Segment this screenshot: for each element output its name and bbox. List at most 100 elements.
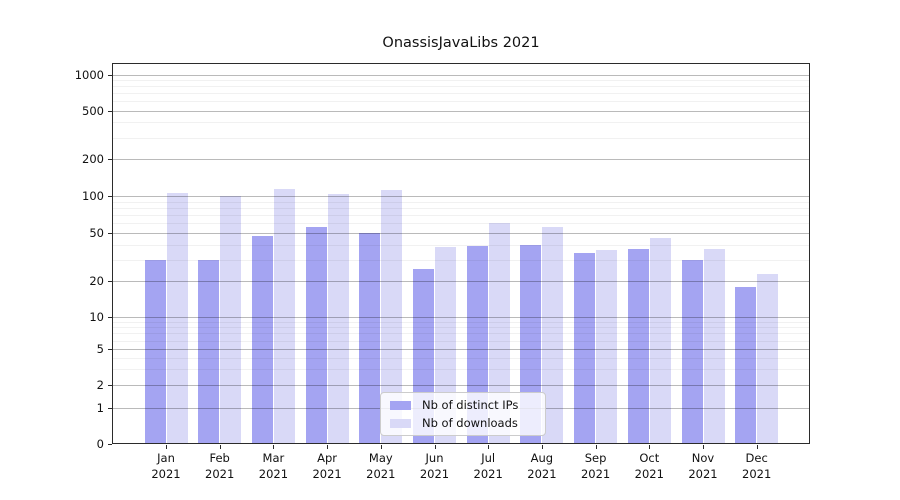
bar-may-downloads [381, 190, 403, 444]
bar-oct-distinct-ips [627, 248, 649, 444]
bar-nov-downloads [703, 248, 725, 444]
x-tick-mark [380, 445, 382, 449]
x-tick-mark [595, 445, 597, 449]
y-tick-label-1000: 1000 [74, 68, 104, 82]
y-tick-mark [108, 75, 112, 76]
x-tick-year: 2021 [312, 466, 342, 481]
major-gridline [112, 110, 810, 112]
y-tick-label-500: 500 [82, 103, 104, 118]
x-tick-label-feb: Feb 2021 [192, 451, 248, 482]
x-tick-mark [488, 445, 490, 449]
y-tick-label-20: 20 [89, 274, 104, 289]
x-tick-month: Jun [425, 451, 444, 465]
x-tick-year: 2021 [527, 466, 557, 481]
legend-swatch-distinct-ips [390, 400, 411, 410]
minor-gridline [112, 201, 810, 203]
bar-nov-distinct-ips [681, 259, 703, 444]
x-tick-mark [756, 445, 758, 449]
bar-apr-downloads [327, 194, 349, 444]
x-tick-year: 2021 [151, 466, 181, 481]
minor-gridline [112, 93, 810, 95]
y-tick-mark [108, 110, 112, 112]
legend-label-distinct-ips: Nb of distinct IPs [422, 398, 519, 412]
bar-aug-downloads [542, 226, 564, 444]
minor-gridline [112, 207, 810, 209]
legend-swatch-downloads [390, 418, 411, 428]
x-tick-label-sep: Sep 2021 [568, 451, 624, 482]
x-tick-month: Dec [745, 451, 768, 465]
x-tick-year: 2021 [580, 466, 611, 481]
x-tick-year: 2021 [258, 466, 289, 481]
bar-oct-downloads [649, 238, 671, 444]
y-tick-label-10: 10 [89, 310, 104, 324]
x-tick-mark [327, 445, 329, 449]
major-gridline [112, 196, 810, 197]
major-gridline [112, 75, 810, 76]
x-tick-year: 2021 [419, 466, 450, 481]
minor-gridline [112, 137, 810, 139]
x-tick-month: Oct [639, 451, 660, 465]
bar-feb-downloads [220, 196, 242, 444]
y-tick-label-2: 2 [96, 378, 104, 392]
x-tick-mark [273, 445, 275, 449]
x-tick-mark [166, 445, 167, 449]
y-tick-mark [108, 196, 112, 197]
x-tick-mark [649, 445, 651, 449]
bar-jan-distinct-ips [144, 259, 166, 444]
x-tick-month: Aug [530, 451, 554, 465]
chart-title: OnassisJavaLibs 2021 [382, 35, 540, 51]
major-gridline [112, 232, 810, 234]
bar-sep-distinct-ips [574, 253, 596, 444]
legend-label-downloads: Nb of downloads [422, 416, 518, 430]
x-tick-year: 2021 [205, 466, 235, 481]
x-tick-label-may: May 2021 [353, 451, 409, 482]
x-tick-mark [219, 445, 221, 449]
bar-sep-downloads [596, 250, 618, 444]
major-gridline [112, 159, 810, 160]
x-tick-month: Sep [584, 451, 607, 465]
x-tick-month: Nov [691, 451, 715, 465]
bar-apr-distinct-ips [305, 226, 327, 444]
bar-mar-downloads [273, 189, 295, 444]
x-tick-month: Mar [262, 451, 285, 465]
legend: Nb of distinct IPs Nb of downloads [380, 392, 546, 436]
y-tick-mark [108, 407, 112, 409]
x-tick-label-jul: Jul 2021 [460, 451, 516, 482]
y-tick-mark [108, 444, 112, 445]
minor-gridline [112, 244, 810, 246]
bar-mar-distinct-ips [251, 235, 273, 444]
x-tick-label-nov: Nov 2021 [675, 451, 731, 482]
legend-row-downloads: Nb of downloads [390, 416, 536, 430]
minor-gridline [112, 214, 810, 216]
x-tick-label-apr: Apr 2021 [299, 451, 355, 482]
x-tick-label-oct: Oct 2021 [621, 451, 677, 482]
x-tick-year: 2021 [634, 466, 664, 481]
y-tick-mark [108, 281, 112, 283]
bar-jan-downloads [166, 193, 188, 444]
y-tick-label-100: 100 [82, 189, 104, 203]
x-tick-label-jun: Jun 2021 [407, 451, 463, 482]
y-tick-label-1: 1 [96, 400, 104, 415]
x-tick-year: 2021 [742, 466, 772, 481]
x-tick-mark [434, 445, 436, 449]
minor-gridline [112, 101, 810, 103]
y-tick-label-5: 5 [96, 342, 104, 356]
y-tick-label-200: 200 [82, 152, 104, 166]
x-tick-month: Feb [209, 451, 230, 465]
x-tick-year: 2021 [366, 466, 396, 481]
bar-jul-downloads [488, 223, 510, 444]
bar-dec-distinct-ips [735, 286, 757, 444]
y-tick-mark [108, 385, 112, 386]
x-tick-month: Jul [481, 451, 496, 465]
x-tick-label-jan: Jan 2021 [138, 451, 194, 482]
y-tick-mark [108, 232, 112, 234]
minor-gridline [112, 86, 810, 88]
x-tick-mark [541, 445, 543, 449]
y-tick-label-50: 50 [89, 225, 104, 240]
minor-gridline [112, 122, 810, 124]
minor-gridline [112, 80, 810, 82]
plot-area [112, 63, 810, 444]
x-tick-month: May [368, 451, 393, 465]
y-tick-mark [108, 317, 112, 318]
